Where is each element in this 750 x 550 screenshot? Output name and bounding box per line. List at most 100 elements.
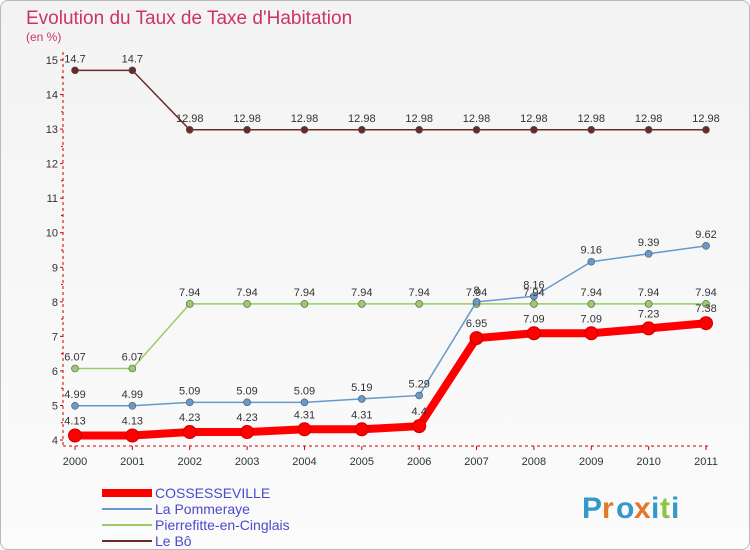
y-tick-label: 9 (52, 262, 58, 274)
series-line (74, 245, 707, 407)
chart-subtitle: (en %) (26, 30, 61, 44)
series-line (74, 303, 707, 370)
data-point (584, 326, 599, 341)
data-point (128, 364, 137, 373)
data-label: 6.07 (64, 351, 85, 363)
data-label: 12.98 (635, 113, 663, 125)
x-tick-label: 2010 (636, 456, 660, 468)
x-tick-label: 2004 (292, 456, 316, 468)
data-point (644, 250, 653, 258)
data-point (358, 125, 366, 134)
data-point (530, 125, 538, 134)
data-point (358, 300, 366, 308)
x-tick-label: 2002 (177, 456, 201, 468)
x-tick-label: 2006 (407, 456, 431, 468)
data-point (354, 422, 369, 437)
x-tick-label: 2001 (120, 456, 144, 468)
data-point (300, 398, 309, 407)
y-tick-label: 5 (52, 400, 58, 412)
data-label: 12.98 (233, 113, 261, 125)
y-tick-label: 13 (46, 124, 58, 136)
data-label: 12.98 (348, 113, 376, 125)
series-line (74, 69, 707, 131)
data-label: 4.31 (294, 409, 315, 421)
x-tick-label: 2007 (464, 456, 488, 468)
logo-letter: t (660, 492, 670, 525)
data-label: 12.98 (405, 113, 433, 125)
data-point (472, 125, 481, 134)
data-label: 12.98 (578, 113, 606, 125)
data-label: 7.94 (581, 287, 602, 299)
axes: 4 5 6 7 8 9 10 11 12 13 14 15 2000 2001 2002 2003 2004 20… (46, 52, 718, 468)
x-tick-label: 2005 (350, 456, 374, 468)
data-point (358, 395, 366, 403)
data-point (587, 125, 596, 134)
y-tick-label: 10 (46, 228, 58, 240)
data-point (185, 398, 194, 407)
logo-letter: x (634, 492, 651, 525)
data-label: 7.09 (523, 313, 544, 325)
data-point (472, 298, 481, 306)
data-point (68, 428, 82, 443)
data-point (702, 125, 710, 134)
data-label: 8 (473, 285, 479, 297)
x-tick-label: 2008 (522, 456, 546, 468)
data-label: 6.95 (466, 318, 487, 330)
data-point (243, 300, 251, 308)
y-tick-label: 6 (52, 366, 58, 378)
x-tick-label: 2009 (579, 456, 603, 468)
data-label: 7.94 (695, 287, 716, 299)
data-point (297, 422, 312, 437)
data-label: 7.23 (638, 308, 659, 320)
data-label: 12.98 (463, 113, 491, 125)
data-point (526, 326, 541, 341)
legend-label: La Pommeraye (155, 501, 250, 517)
data-point (125, 428, 140, 443)
data-point (128, 66, 137, 75)
data-point (412, 419, 427, 434)
chart-title: Evolution du Taux de Taxe d'Habitation (26, 8, 352, 29)
data-label: 12.98 (692, 113, 720, 125)
data-label: 9.39 (638, 237, 659, 249)
data-label: 4.23 (179, 412, 200, 424)
data-label: 4.13 (122, 416, 143, 428)
y-tick-label: 15 (46, 55, 58, 67)
data-point (185, 125, 194, 134)
data-point (530, 300, 538, 308)
data-point (182, 425, 197, 440)
y-tick-label: 8 (52, 297, 58, 309)
data-point (71, 364, 79, 373)
data-label: 7.94 (351, 287, 372, 299)
data-label: 7.09 (581, 313, 602, 325)
data-point (185, 300, 194, 308)
data-labels: 14.7 14.7 12.98 12.98 12.98 12.98 12.98 12.98 12… (64, 53, 719, 427)
data-label: 5.09 (179, 385, 200, 397)
data-point (587, 257, 596, 266)
x-tick-label: 2003 (235, 456, 259, 468)
data-label: 9.62 (695, 229, 716, 241)
logo-letter: i (651, 492, 659, 525)
logo-letter: P (582, 492, 602, 525)
series-layer (68, 66, 713, 443)
legend-label: COSSESSEVILLE (155, 485, 270, 501)
data-label: 14.7 (64, 53, 85, 65)
data-point (702, 300, 710, 308)
data-point (702, 242, 710, 250)
data-label: 5.09 (294, 385, 315, 397)
data-point (587, 300, 596, 308)
x-tick-label: 2000 (63, 456, 87, 468)
logo-letter: i (671, 492, 679, 525)
data-point (71, 66, 79, 75)
y-tick-label: 7 (52, 331, 58, 343)
data-label: 4.99 (122, 389, 143, 401)
y-tick-label: 12 (46, 159, 58, 171)
logo-letter: r (602, 492, 614, 525)
data-point (243, 398, 251, 407)
data-label: 4.99 (64, 389, 85, 401)
data-point (530, 292, 538, 301)
data-label: 12.98 (520, 113, 548, 125)
data-label: 4.31 (351, 409, 372, 421)
